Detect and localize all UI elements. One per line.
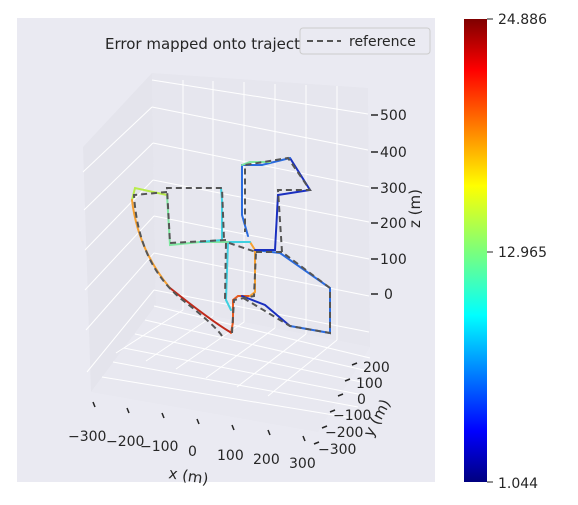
z-tick-label: 100 (380, 252, 407, 268)
x-tick-label: −100 (140, 439, 178, 455)
y-axis-tick-labels: 200 100 0 −100 −200 −300 (318, 360, 390, 458)
z-tick-label: 300 (380, 181, 407, 197)
z-tick-label: 500 (380, 108, 407, 124)
trajectory-segment-4 (166, 194, 229, 247)
x-tick-label: 200 (253, 452, 280, 468)
trajectory-segment-7 (169, 287, 231, 333)
z-axis-ticks (371, 114, 378, 295)
x-axis-tick-labels: −300 −200 −100 0 100 200 300 (68, 429, 316, 472)
colorbar-max-label: 24.886 (498, 12, 547, 28)
z-axis-tick-labels: 500 400 300 200 100 0 (380, 108, 407, 303)
chart-title: Error mapped onto trajectory (105, 35, 324, 53)
colorbar-ticks (487, 18, 493, 483)
colorbar-min-label: 1.044 (498, 476, 538, 492)
y-tick-label: 200 (363, 360, 390, 376)
y-tick-label: −300 (318, 442, 356, 458)
y-tick-label: 0 (357, 392, 366, 408)
y-axis-ticks (313, 362, 358, 445)
y-tick-label: −200 (325, 425, 363, 441)
x-tick-label: 100 (217, 448, 244, 464)
legend: reference (299, 27, 431, 55)
z-tick-label: 0 (384, 287, 393, 303)
x-axis-title: x (m) (167, 464, 209, 488)
colorbar-mid-label: 12.965 (498, 245, 547, 261)
z-tick-label: 200 (380, 216, 407, 232)
x-tick-label: 300 (289, 456, 316, 472)
legend-box (299, 27, 431, 55)
reference-line (132, 156, 331, 337)
y-tick-label: −100 (333, 408, 371, 424)
y-tick-label: 100 (356, 376, 383, 392)
legend-label: reference (349, 34, 416, 50)
x-tick-label: −300 (68, 429, 106, 445)
z-axis-title: z (m) (406, 189, 424, 228)
x-tick-label: −200 (106, 434, 144, 450)
trajectory-segment-3 (224, 241, 251, 311)
z-tick-label: 400 (380, 145, 407, 161)
colorbar (464, 19, 487, 482)
trajectory-segment-2 (249, 241, 256, 297)
x-tick-label: 0 (188, 444, 197, 460)
trajectory-segment-12 (241, 161, 271, 166)
x-axis-ticks (92, 401, 306, 442)
trajectory-segment-10 (254, 157, 312, 251)
trajectory-segment-9 (241, 295, 291, 327)
